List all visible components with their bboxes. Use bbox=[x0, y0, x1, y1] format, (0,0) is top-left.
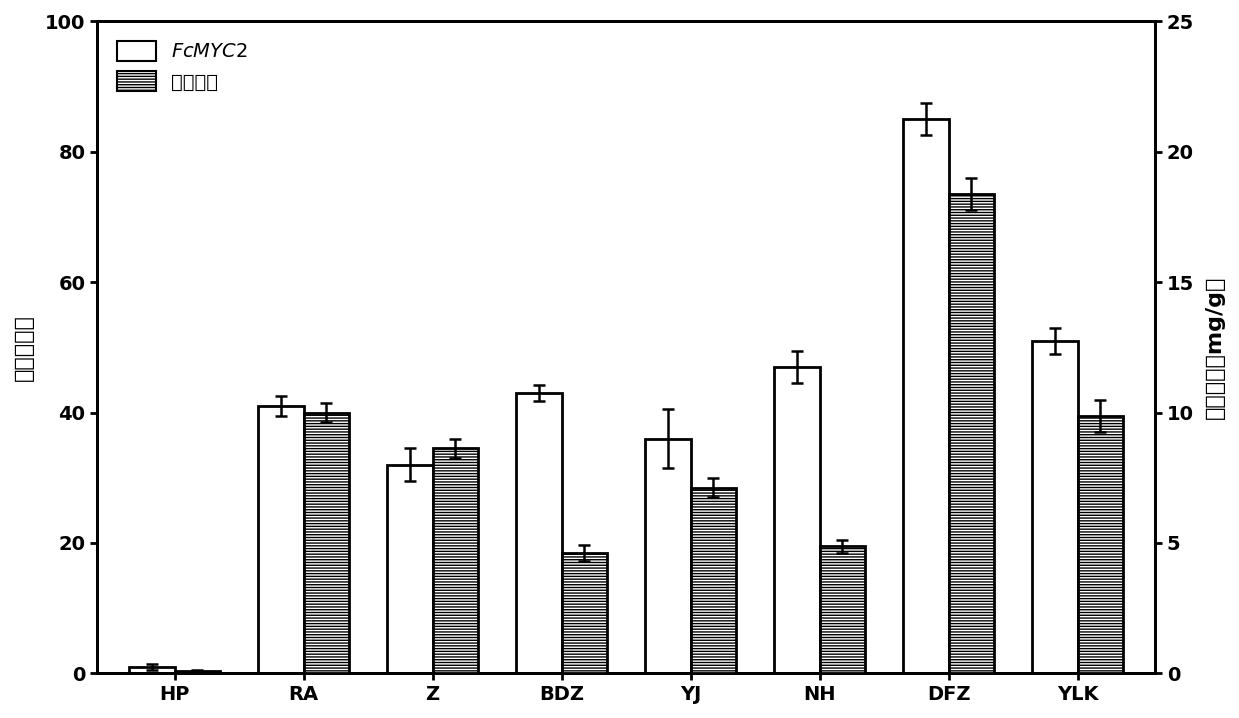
Bar bbox=[259, 406, 304, 673]
Bar bbox=[1032, 341, 1078, 673]
Bar bbox=[175, 671, 219, 673]
Bar bbox=[1078, 416, 1123, 673]
Bar bbox=[561, 553, 607, 673]
Y-axis label: 精油含量（mg/g）: 精油含量（mg/g） bbox=[1206, 276, 1225, 419]
Legend: $\it{FcMYC2}$, 精油含量: $\it{FcMYC2}$, 精油含量 bbox=[107, 31, 258, 101]
Y-axis label: 相对表达量: 相对表达量 bbox=[14, 314, 33, 381]
Bar bbox=[129, 667, 175, 673]
Bar bbox=[646, 439, 690, 673]
Bar bbox=[517, 393, 561, 673]
Bar bbox=[819, 546, 865, 673]
Bar bbox=[774, 367, 819, 673]
Bar bbox=[432, 449, 478, 673]
Bar bbox=[903, 119, 949, 673]
Bar bbox=[388, 465, 432, 673]
Bar bbox=[304, 413, 348, 673]
Bar bbox=[690, 488, 736, 673]
Bar bbox=[949, 194, 994, 673]
